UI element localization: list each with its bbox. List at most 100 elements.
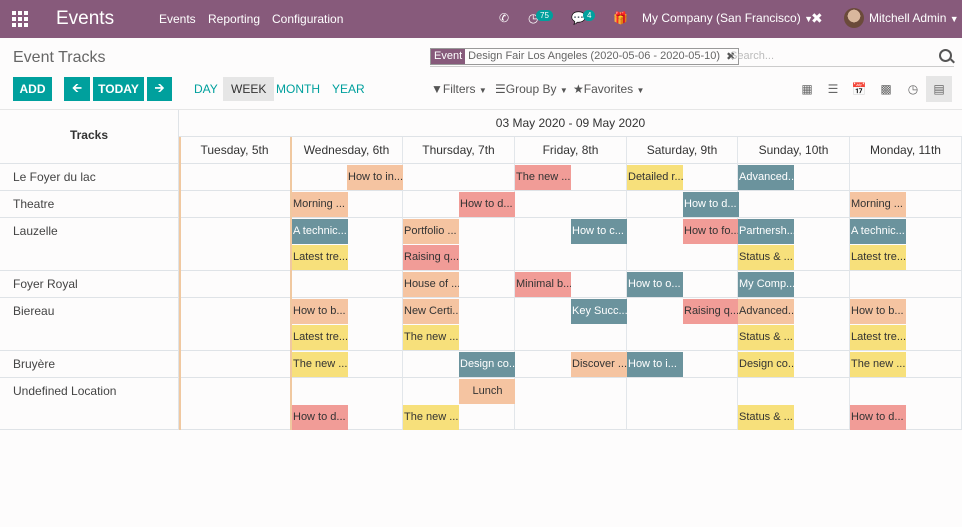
day-cell[interactable] <box>515 191 627 218</box>
day-cell[interactable] <box>515 298 627 351</box>
day-cell[interactable] <box>627 378 738 430</box>
filters-dropdown[interactable]: ▼Filters ▼ <box>431 82 487 96</box>
event-pill[interactable]: Latest tre... <box>850 325 906 350</box>
activity-view-icon[interactable]: ◷ <box>907 82 919 96</box>
day-cell[interactable] <box>403 218 515 271</box>
event-pill[interactable]: My Comp... <box>738 272 794 297</box>
day-cell[interactable] <box>515 271 627 298</box>
menu-events[interactable]: Events <box>159 12 196 26</box>
day-cell[interactable] <box>627 298 738 351</box>
event-pill[interactable]: Raising q... <box>403 245 459 270</box>
event-pill[interactable]: Raising q... <box>683 299 739 324</box>
user-menu[interactable]: Mitchell Admin ▼ <box>869 11 959 25</box>
event-pill[interactable]: Lunch <box>459 379 515 404</box>
event-pill[interactable]: Partnersh... <box>738 219 794 244</box>
event-pill[interactable]: Advanced... <box>738 165 794 190</box>
day-cell[interactable] <box>627 164 738 191</box>
kanban-view-icon[interactable]: ▦ <box>801 82 813 96</box>
event-pill[interactable]: The new ... <box>403 325 459 350</box>
search-bar[interactable]: Event Design Fair Los Angeles (2020-05-0… <box>430 47 954 67</box>
gift-icon[interactable]: 🎁 <box>613 11 628 25</box>
day-cell[interactable] <box>403 298 515 351</box>
event-pill[interactable]: Morning ... <box>850 192 906 217</box>
day-cell[interactable] <box>738 271 850 298</box>
day-cell[interactable] <box>291 298 403 351</box>
range-month[interactable]: MONTH <box>276 82 320 96</box>
facet-remove-icon[interactable]: ✖ <box>726 51 736 63</box>
event-pill[interactable]: A technic... <box>292 219 348 244</box>
event-pill[interactable]: Latest tre... <box>850 245 906 270</box>
event-pill[interactable]: Design co... <box>459 352 515 377</box>
day-cell[interactable] <box>738 351 850 378</box>
event-pill[interactable]: A technic... <box>850 219 906 244</box>
day-cell[interactable] <box>179 298 291 351</box>
tools-icon[interactable]: ✖ <box>811 10 823 26</box>
event-pill[interactable]: The new ... <box>403 405 459 430</box>
previous-button[interactable]: 🡨 <box>64 77 90 101</box>
day-cell[interactable] <box>515 164 627 191</box>
event-pill[interactable]: The new ... <box>292 352 348 377</box>
event-pill[interactable]: Latest tre... <box>292 245 348 270</box>
event-pill[interactable]: Latest tre... <box>292 325 348 350</box>
day-cell[interactable] <box>627 218 738 271</box>
event-pill[interactable]: House of ... <box>403 272 459 297</box>
day-cell[interactable] <box>627 271 738 298</box>
search-input[interactable]: Search... <box>730 50 775 62</box>
event-pill[interactable]: Key Succ... <box>571 299 627 324</box>
event-pill[interactable]: How to b... <box>292 299 348 324</box>
event-pill[interactable]: How to o... <box>627 272 683 297</box>
day-cell[interactable] <box>179 191 291 218</box>
day-cell[interactable] <box>515 218 627 271</box>
menu-configuration[interactable]: Configuration <box>272 12 344 26</box>
day-cell[interactable] <box>403 378 515 430</box>
day-cell[interactable] <box>738 218 850 271</box>
graph-view-icon[interactable]: ▩ <box>880 82 892 96</box>
next-button[interactable]: 🡪 <box>147 77 172 101</box>
day-cell[interactable] <box>403 271 515 298</box>
event-pill[interactable]: How to c... <box>571 219 627 244</box>
day-cell[interactable] <box>627 351 738 378</box>
day-cell[interactable] <box>179 351 291 378</box>
event-pill[interactable]: New Certi... <box>403 299 459 324</box>
search-icon[interactable] <box>939 49 952 62</box>
day-cell[interactable] <box>291 351 403 378</box>
range-week[interactable]: WEEK <box>223 77 275 101</box>
day-cell[interactable] <box>738 191 850 218</box>
apps-menu-icon[interactable] <box>12 11 28 27</box>
group-by-dropdown[interactable]: ☰Group By ▼ <box>495 82 568 96</box>
company-switcher[interactable]: My Company (San Francisco) ▼ <box>642 11 813 25</box>
event-pill[interactable]: Design co... <box>738 352 794 377</box>
day-cell[interactable] <box>403 164 515 191</box>
day-cell[interactable] <box>850 164 962 191</box>
day-cell[interactable] <box>291 271 403 298</box>
event-pill[interactable]: How to fo... <box>683 219 739 244</box>
calendar-view-icon[interactable]: 📅 <box>851 82 867 96</box>
event-pill[interactable]: How to d... <box>292 405 348 430</box>
day-cell[interactable] <box>291 218 403 271</box>
menu-reporting[interactable]: Reporting <box>208 12 261 26</box>
timeline-view-icon[interactable]: ▤ <box>926 76 952 102</box>
day-cell[interactable] <box>738 164 850 191</box>
event-pill[interactable]: Status & ... <box>738 325 794 350</box>
event-pill[interactable]: Portfolio ... <box>403 219 459 244</box>
event-pill[interactable]: Status & ... <box>738 245 794 270</box>
event-pill[interactable]: The new ... <box>515 165 571 190</box>
favorites-dropdown[interactable]: ★Favorites ▼ <box>573 82 644 96</box>
activity-clock-icon[interactable]: ◷ <box>528 11 539 25</box>
event-pill[interactable]: Minimal b... <box>515 272 571 297</box>
event-pill[interactable]: Discover ... <box>571 352 627 377</box>
messages-icon[interactable]: 💬 <box>571 11 586 25</box>
event-pill[interactable]: How to in... <box>347 165 403 190</box>
event-pill[interactable]: The new ... <box>850 352 906 377</box>
event-pill[interactable]: How to d... <box>683 192 739 217</box>
day-cell[interactable] <box>738 378 850 430</box>
day-cell[interactable] <box>179 271 291 298</box>
day-cell[interactable] <box>179 378 291 430</box>
add-button[interactable]: ADD <box>13 77 52 101</box>
day-cell[interactable] <box>179 164 291 191</box>
event-pill[interactable]: How to b... <box>850 299 906 324</box>
day-cell[interactable] <box>291 191 403 218</box>
range-day[interactable]: DAY <box>194 82 218 96</box>
event-pill[interactable]: Detailed r... <box>627 165 683 190</box>
event-pill[interactable]: Status & ... <box>738 405 794 430</box>
